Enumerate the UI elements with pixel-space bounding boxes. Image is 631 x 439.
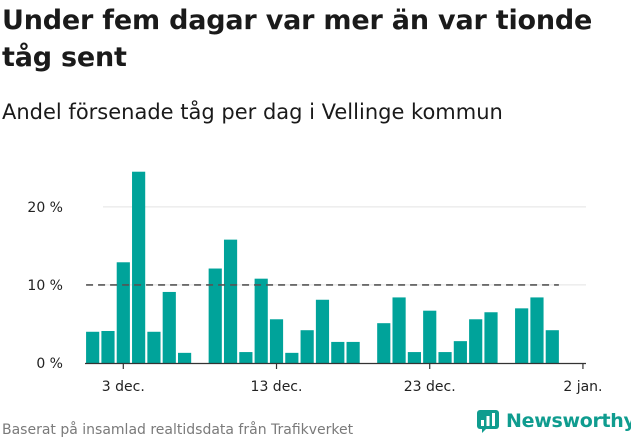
- gridlines: [103, 206, 586, 286]
- bar: [177, 352, 192, 363]
- bar: [530, 297, 544, 363]
- bar: [392, 297, 406, 363]
- x-tick-label: 23 dec.: [404, 379, 456, 395]
- bar: [254, 278, 268, 363]
- bar: [223, 239, 238, 363]
- bar: [269, 319, 284, 363]
- y-tick-label: 20 %: [27, 200, 63, 216]
- x-tick-label: 3 dec.: [102, 379, 145, 395]
- bar: [132, 171, 146, 363]
- newsworthy-logo-icon: [477, 410, 499, 433]
- y-tick-label: 10 %: [27, 278, 63, 294]
- bar: [101, 330, 115, 363]
- bar: [407, 352, 421, 363]
- bar: [453, 341, 467, 363]
- bar: [484, 312, 498, 363]
- x-tick-label: 2 jan.: [563, 379, 602, 395]
- bar: [147, 331, 161, 363]
- bar: [331, 341, 345, 363]
- bar: [423, 310, 437, 363]
- bar: [208, 268, 222, 363]
- chart-title: Under fem dagar var mer än var tionde tå…: [2, 5, 593, 73]
- bar: [377, 323, 391, 363]
- bar: [515, 308, 529, 363]
- bar: [438, 352, 452, 363]
- bar: [116, 262, 130, 363]
- x-tick-labels: 3 dec. 13 dec. 23 dec. 2 jan.: [102, 379, 603, 395]
- bar: [239, 352, 253, 363]
- bar: [346, 341, 360, 363]
- bar: [469, 319, 483, 363]
- y-tick-labels: 0 % 10 % 20 %: [27, 200, 63, 372]
- newsworthy-logo[interactable]: Newsworthy: [476, 406, 631, 436]
- chart-subtitle: Andel försenade tåg per dag i Vellinge k…: [2, 100, 503, 124]
- bar: [300, 330, 314, 363]
- x-tick-label: 13 dec.: [251, 379, 303, 395]
- bar: [86, 331, 100, 363]
- y-tick-label: 0 %: [36, 356, 63, 372]
- bar: [285, 352, 299, 363]
- source-note: Baserat på insamlad realtidsdata från Tr…: [2, 422, 354, 438]
- bar: [162, 291, 176, 363]
- bar: [315, 299, 330, 363]
- x-axis: [85, 362, 586, 369]
- brand-name: Newsworthy: [506, 410, 631, 432]
- bar: [545, 330, 559, 363]
- bars: [86, 171, 559, 363]
